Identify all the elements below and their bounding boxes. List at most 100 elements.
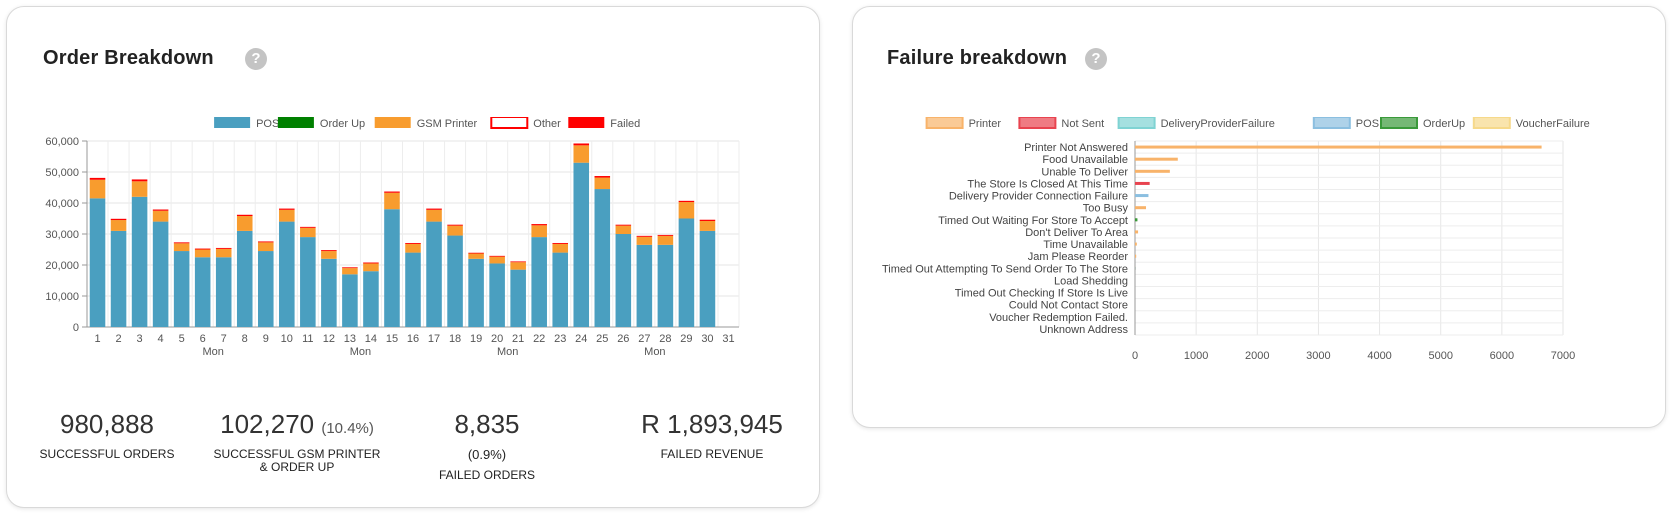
bar <box>1135 157 1178 161</box>
bar <box>1135 145 1542 149</box>
legend-swatch <box>1472 117 1511 129</box>
x-tick-label: 2 <box>115 333 121 345</box>
bar-segment <box>657 244 674 327</box>
x-tick-label: 1000 <box>1184 350 1208 362</box>
x-tick-label: 17 <box>428 333 440 345</box>
bar-segment <box>426 221 442 327</box>
legend-swatch <box>490 117 529 129</box>
legend-label: GSM Printer <box>417 118 478 130</box>
bar-segment <box>510 262 526 270</box>
bar-segment <box>636 235 653 237</box>
bar-segment <box>236 216 253 231</box>
bar-segment <box>215 257 232 327</box>
bar-segment <box>657 235 674 245</box>
y-category-label: Could Not Contact Store <box>1009 300 1128 312</box>
x-week-label: Mon <box>350 346 371 358</box>
failed-revenue-stat: R 1,893,945 FAILED REVENUE <box>627 409 797 461</box>
bar-segment <box>678 218 695 327</box>
bar-segment <box>236 214 253 217</box>
y-category-label: Load Shedding <box>1054 275 1128 287</box>
x-tick-label: 19 <box>470 333 482 345</box>
x-tick-label: 4000 <box>1367 350 1391 362</box>
bar-segment <box>89 179 106 199</box>
bar-segment <box>510 261 526 263</box>
x-week-label: Mon <box>497 346 518 358</box>
help-icon[interactable]: ? <box>1085 48 1107 70</box>
x-tick-label: 27 <box>638 333 650 345</box>
legend-swatch <box>1312 117 1351 129</box>
x-tick-label: 21 <box>512 333 524 345</box>
legend-swatch <box>374 117 411 128</box>
legend-swatch <box>1380 117 1418 129</box>
bar-segment <box>173 251 190 327</box>
bar-segment <box>699 220 716 231</box>
bar-segment <box>89 177 106 180</box>
y-category-label: Printer Not Answered <box>1024 142 1128 154</box>
bar-segment <box>110 230 127 327</box>
bar-segment <box>321 250 337 252</box>
bar-segment <box>468 252 484 254</box>
legend-swatch <box>925 117 964 129</box>
x-tick-label: 5 <box>179 333 185 345</box>
bar-segment <box>194 257 211 327</box>
bar <box>1135 194 1149 198</box>
legend-label: Failed <box>610 118 640 130</box>
bar-segment <box>279 208 295 210</box>
bar-segment <box>615 225 632 234</box>
bar-segment <box>173 242 190 244</box>
bar-segment <box>531 224 547 226</box>
x-tick-label: 4 <box>158 333 164 345</box>
bar-segment <box>489 255 505 257</box>
bar-segment <box>573 143 590 146</box>
x-tick-label: 24 <box>575 333 587 345</box>
x-tick-label: 20 <box>491 333 503 345</box>
bar-segment <box>257 242 274 252</box>
bar-segment <box>405 242 421 244</box>
bar-segment <box>152 209 169 211</box>
bar-segment <box>384 209 400 327</box>
legend-swatch <box>1117 117 1156 129</box>
bar-segment <box>552 243 569 253</box>
failed-orders-value: 8,835 <box>454 409 520 439</box>
bar-segment <box>552 252 569 327</box>
x-tick-label: 12 <box>323 333 335 345</box>
bar-segment <box>279 221 295 327</box>
bar-segment <box>321 251 337 259</box>
bar-segment <box>531 237 547 327</box>
failed-orders-stat: 8,835 (0.9%) FAILED ORDERS <box>427 409 547 482</box>
x-tick-label: 1 <box>94 333 100 345</box>
bar-segment <box>342 268 358 275</box>
bar-segment <box>342 274 358 327</box>
help-icon[interactable]: ? <box>245 48 267 70</box>
bar-segment <box>489 256 505 264</box>
gsm-orderup-label: SUCCESSFUL GSM PRINTER & ORDER UP <box>213 447 381 474</box>
x-tick-label: 3 <box>137 333 143 345</box>
bar <box>1135 266 1136 270</box>
bar <box>1135 242 1137 246</box>
x-tick-label: 3000 <box>1306 350 1330 362</box>
bar-segment <box>636 244 653 327</box>
successful-orders-value: 980,888 <box>60 409 154 439</box>
failure-breakdown-card: Failure breakdown ? 0 1000 2000 3000 4000 500… <box>852 6 1666 428</box>
successful-orders-stat: 980,888 SUCCESSFUL ORDERS <box>27 409 187 461</box>
gsm-orderup-value: 102,270 (10.4%) <box>220 409 374 439</box>
x-tick-label: 9 <box>263 333 269 345</box>
bar <box>1135 206 1147 210</box>
bar-segment <box>300 227 316 238</box>
bar-segment <box>257 241 274 243</box>
x-tick-label: 11 <box>302 333 313 345</box>
bar-segment <box>594 177 611 190</box>
legend-swatch <box>214 117 251 128</box>
bar-segment <box>594 176 611 178</box>
x-tick-label: 15 <box>386 333 398 345</box>
legend-swatch <box>1018 117 1057 129</box>
legend-label: POS <box>1356 118 1379 130</box>
bar-segment <box>447 225 463 236</box>
failure-breakdown-chart: 0 1000 2000 3000 4000 5000 6000 7000 Printer Not… <box>882 117 1590 362</box>
y-tick-label: 0 <box>73 322 79 334</box>
bar-segment <box>363 262 379 264</box>
bar-segment <box>678 202 695 219</box>
bar-segment <box>321 258 337 327</box>
failed-revenue-label: FAILED REVENUE <box>660 447 764 461</box>
